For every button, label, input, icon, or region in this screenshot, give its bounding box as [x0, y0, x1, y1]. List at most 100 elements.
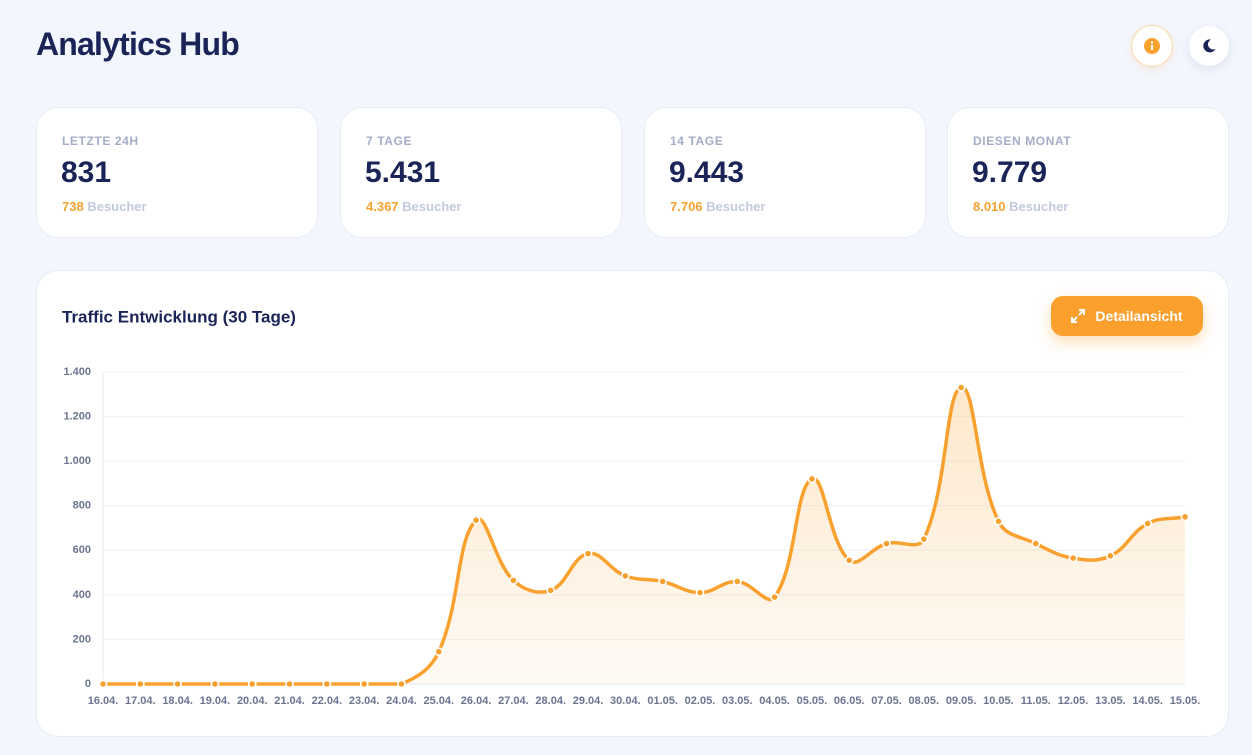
x-tick-label: 17.04. [125, 695, 156, 707]
x-tick-label: 20.04. [237, 695, 268, 707]
x-tick-label: 09.05. [946, 695, 977, 707]
x-tick-label: 24.04. [386, 695, 417, 707]
theme-toggle[interactable] [1189, 26, 1229, 66]
data-point [210, 679, 220, 689]
stat-sub-value: 738 [62, 199, 84, 214]
x-tick-label: 07.05. [871, 695, 902, 707]
stat-value: 831 [61, 156, 112, 189]
x-tick-label: 27.04. [498, 695, 529, 707]
x-tick-label: 06.05. [834, 695, 865, 707]
x-tick-label: 08.05. [909, 695, 940, 707]
x-tick-label: 10.05. [983, 695, 1014, 707]
x-tick-label: 19.04. [200, 695, 231, 707]
data-point [620, 571, 630, 581]
stat-card: 14 TAGE 9.443 7.706 Besucher [644, 107, 926, 238]
stat-sub-value: 8.010 [973, 199, 1006, 214]
x-tick-label: 12.05. [1058, 695, 1089, 707]
x-tick-label: 11.05. [1021, 695, 1051, 707]
stat-sub-label: Besucher [1009, 199, 1069, 214]
x-tick-label: 01.05. [647, 695, 678, 707]
y-tick-label: 1.400 [63, 366, 91, 378]
stat-sub: 8.010 Besucher [973, 199, 1068, 214]
x-tick-label: 03.05. [722, 695, 753, 707]
data-point [1143, 519, 1153, 528]
data-point [173, 679, 183, 689]
stat-label: 14 TAGE [670, 134, 724, 148]
stat-label: LETZTE 24H [62, 134, 139, 148]
x-tick-label: 05.05. [797, 695, 828, 707]
stat-sub-label: Besucher [402, 199, 462, 214]
info-icon [1144, 38, 1160, 54]
stat-value: 9.443 [669, 156, 745, 189]
y-tick-label: 800 [73, 500, 91, 512]
data-point [583, 549, 593, 559]
data-point [509, 575, 518, 585]
data-point [807, 474, 817, 484]
stat-label: 7 TAGE [366, 134, 413, 148]
x-tick-label: 04.05. [759, 695, 790, 707]
data-point [247, 679, 257, 689]
stat-value: 9.779 [972, 156, 1048, 189]
stat-sub-label: Besucher [87, 199, 147, 214]
y-tick-label: 600 [73, 544, 91, 556]
x-tick-label: 28.04. [535, 695, 566, 707]
data-point [546, 586, 556, 595]
x-tick-label: 23.04. [349, 695, 380, 707]
chart-title: Traffic Entwicklung (30 Tage) [62, 307, 296, 326]
stat-sub-value: 7.706 [670, 199, 703, 214]
stat-sub: 7.706 Besucher [670, 199, 765, 214]
data-point [135, 679, 145, 689]
y-tick-label: 0 [85, 678, 91, 690]
stat-value: 5.431 [365, 156, 441, 189]
x-tick-label: 18.04. [162, 695, 193, 707]
x-tick-label: 14.05. [1132, 695, 1163, 707]
data-point [1105, 551, 1115, 561]
expand-icon [1071, 309, 1086, 323]
stat-card: DIESEN MONAT 9.779 8.010 Besucher [947, 107, 1229, 238]
data-point [397, 679, 406, 689]
info-button[interactable] [1132, 26, 1172, 66]
x-tick-label: 16.04. [88, 695, 119, 707]
y-tick-label: 1.000 [63, 455, 91, 467]
stat-sub: 4.367 Besucher [366, 199, 461, 214]
stat-sub-label: Besucher [706, 199, 766, 214]
x-tick-label: 22.04. [312, 695, 343, 707]
stat-card: LETZTE 24H 831 738 Besucher [36, 107, 318, 238]
app-title: Analytics Hub [36, 26, 240, 62]
data-point [770, 592, 779, 602]
data-point [844, 555, 854, 565]
data-point [695, 588, 705, 598]
data-point [322, 679, 332, 689]
data-point [98, 679, 108, 689]
data-point [1068, 553, 1078, 563]
data-point [882, 539, 891, 548]
y-tick-label: 1.200 [63, 410, 91, 422]
data-point [471, 515, 481, 525]
x-tick-label: 21.04. [274, 695, 305, 707]
stat-label: DIESEN MONAT [973, 134, 1072, 148]
moon-icon [1203, 39, 1216, 53]
data-point [359, 679, 369, 689]
data-point [1180, 512, 1190, 522]
y-tick-label: 200 [73, 633, 91, 645]
x-tick-label: 25.04. [423, 695, 454, 707]
data-point [658, 577, 668, 586]
data-point [732, 577, 742, 586]
button-label: Detailansicht [1095, 308, 1183, 324]
x-tick-label: 29.04. [573, 695, 604, 707]
data-point [1031, 539, 1041, 548]
data-point [956, 383, 966, 392]
data-point [994, 516, 1003, 526]
data-point [434, 647, 444, 657]
stat-sub: 738 Besucher [62, 199, 147, 214]
x-tick-label: 26.04. [461, 695, 492, 707]
x-tick-label: 15.05. [1170, 695, 1201, 707]
stat-card: 7 TAGE 5.431 4.367 Besucher [340, 107, 622, 238]
x-tick-label: 13.05. [1095, 695, 1126, 707]
y-tick-label: 400 [73, 589, 91, 601]
data-point [285, 679, 294, 689]
data-point [919, 534, 929, 544]
detail-button[interactable]: Detailansicht [1051, 296, 1203, 336]
